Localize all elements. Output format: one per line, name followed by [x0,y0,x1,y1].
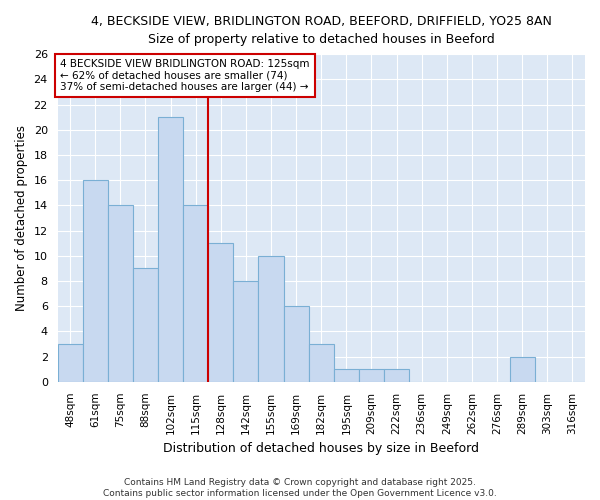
Bar [384,369,409,382]
Title: 4, BECKSIDE VIEW, BRIDLINGTON ROAD, BEEFORD, DRIFFIELD, YO25 8AN
Size of propert: 4, BECKSIDE VIEW, BRIDLINGTON ROAD, BEEF… [91,15,552,46]
Bar [208,243,233,382]
Bar [183,206,208,382]
X-axis label: Distribution of detached houses by size in Beeford: Distribution of detached houses by size … [163,442,479,455]
Bar [158,117,183,382]
Bar [83,180,108,382]
Text: Contains HM Land Registry data © Crown copyright and database right 2025.
Contai: Contains HM Land Registry data © Crown c… [103,478,497,498]
Text: 4 BECKSIDE VIEW BRIDLINGTON ROAD: 125sqm
← 62% of detached houses are smaller (7: 4 BECKSIDE VIEW BRIDLINGTON ROAD: 125sqm… [60,59,310,92]
Y-axis label: Number of detached properties: Number of detached properties [15,125,28,311]
Bar [108,206,133,382]
Bar [284,306,309,382]
Bar [334,369,359,382]
Bar [133,268,158,382]
Bar [509,356,535,382]
Bar [58,344,83,382]
Bar [233,281,259,382]
Bar [259,256,284,382]
Bar [359,369,384,382]
Bar [309,344,334,382]
